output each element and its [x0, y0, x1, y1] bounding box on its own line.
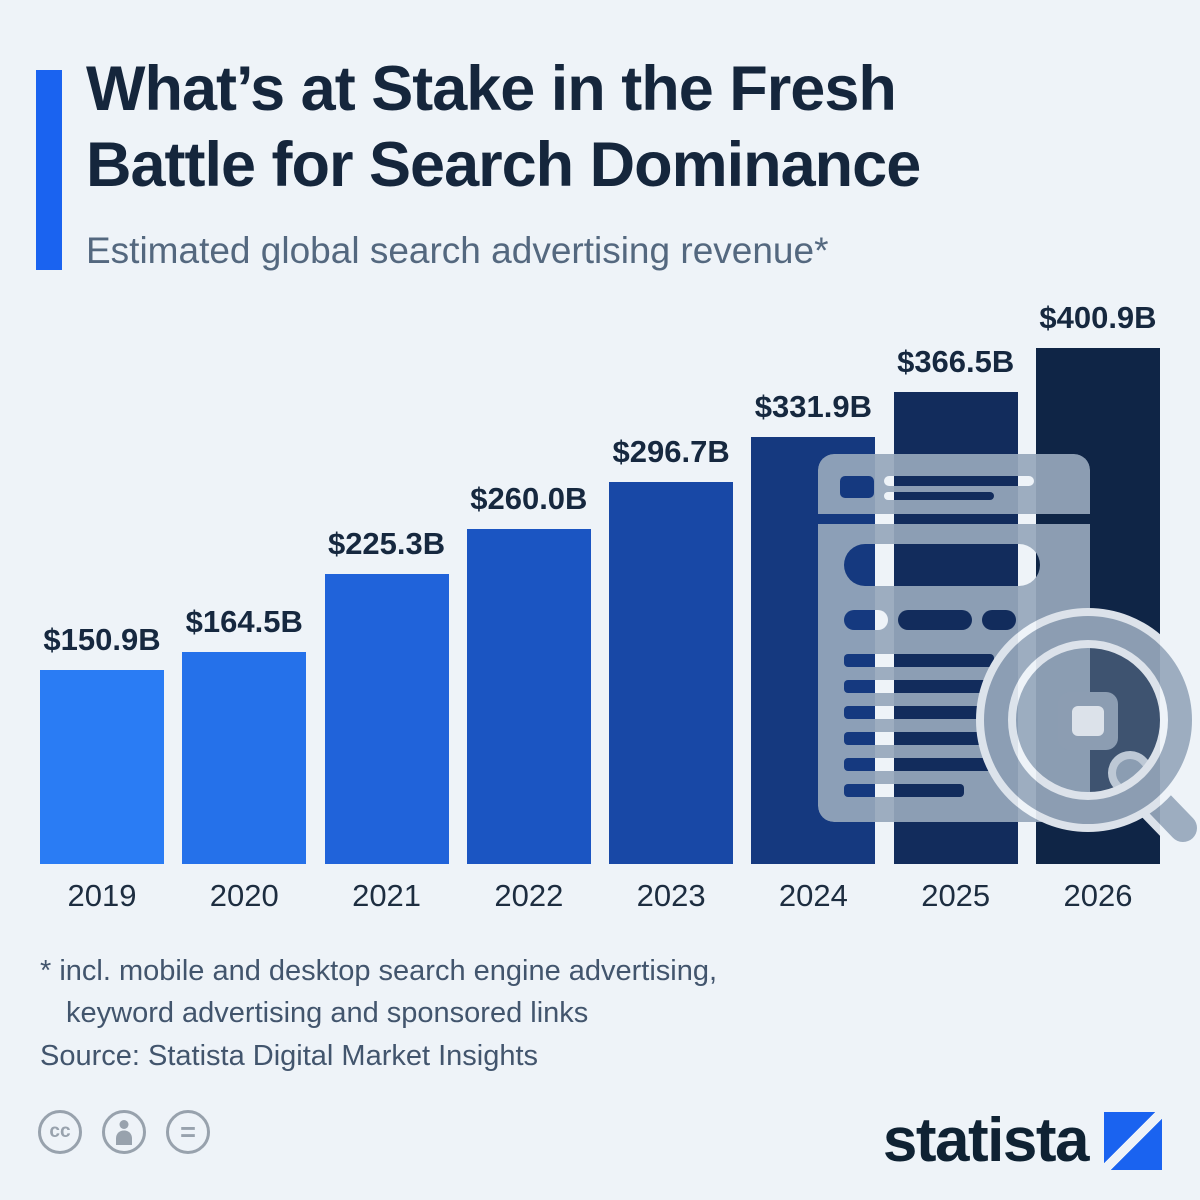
- page-title: What’s at Stake in the Fresh Battle for …: [86, 52, 921, 203]
- x-axis-label-2019: 2019: [67, 878, 137, 913]
- bar-column-2026: $400.9B 2026: [1035, 300, 1160, 914]
- title-line-1: What’s at Stake in the Fresh: [86, 54, 897, 124]
- x-axis-label-2026: 2026: [1063, 878, 1133, 913]
- x-axis-label-2020: 2020: [209, 878, 279, 913]
- bar-2026: [1035, 348, 1160, 864]
- bar-column-2021: $225.3B 2021: [324, 526, 449, 914]
- bar-column-2022: $260.0B 2022: [466, 481, 591, 914]
- bar-2024: [751, 437, 876, 864]
- bar-value-label: $164.5B: [185, 604, 303, 639]
- bar-2023: [609, 482, 734, 864]
- bar-2022: [466, 529, 591, 864]
- bar-value-label: $296.7B: [612, 434, 730, 469]
- x-axis-label-2024: 2024: [778, 878, 848, 913]
- bar-value-label: $400.9B: [1039, 300, 1157, 335]
- statista-brand: statista: [883, 1105, 1162, 1176]
- license-badges: cc =: [38, 1110, 210, 1154]
- x-axis-label-2025: 2025: [921, 878, 991, 913]
- no-derivatives-icon: =: [166, 1110, 210, 1154]
- x-axis-label-2022: 2022: [494, 878, 564, 913]
- bar-value-label: $260.0B: [470, 481, 588, 516]
- statista-logo-icon: [1104, 1111, 1162, 1170]
- bar-value-label: $225.3B: [327, 526, 446, 561]
- footnote: * incl. mobile and desktop search engine…: [40, 950, 717, 1034]
- bars-container: $150.9B 2019 $164.5B 2020 $225.3B 2021 $260.0B…: [40, 300, 1160, 914]
- bar-2019: [40, 670, 164, 864]
- bar-value-label: $150.9B: [43, 622, 161, 657]
- bar-column-2023: $296.7B 2023: [609, 434, 734, 914]
- bar-column-2025: $366.5B 2025: [893, 344, 1018, 914]
- bar-2021: [324, 574, 449, 864]
- attribution-icon: [102, 1110, 146, 1154]
- bar-2025: [893, 392, 1018, 864]
- title-accent-bar: [36, 70, 62, 270]
- statista-wordmark: statista: [882, 1106, 1090, 1175]
- bar-value-label: $366.5B: [897, 344, 1015, 379]
- x-axis-label-2021: 2021: [352, 878, 422, 913]
- chart-subtitle: Estimated global search advertising reve…: [86, 230, 829, 271]
- bar-chart: $150.9B 2019 $164.5B 2020 $225.3B 2021 $260.0B…: [40, 300, 1160, 914]
- footnote-line-2: keyword advertising and sponsored links: [66, 997, 589, 1030]
- source-line: Source: Statista Digital Market Insights: [40, 1040, 539, 1072]
- bar-column-2019: $150.9B 2019: [40, 622, 164, 914]
- cc-icon: cc: [38, 1110, 82, 1154]
- footnote-line-1: * incl. mobile and desktop search engine…: [40, 955, 718, 987]
- bar-value-label: $331.9B: [754, 389, 873, 424]
- bar-column-2020: $164.5B 2020: [182, 604, 307, 914]
- x-axis-label-2023: 2023: [636, 878, 706, 913]
- bar-2020: [182, 652, 307, 864]
- title-line-2: Battle for Search Dominance: [86, 129, 921, 200]
- bar-column-2024: $331.9B 2024: [751, 389, 876, 914]
